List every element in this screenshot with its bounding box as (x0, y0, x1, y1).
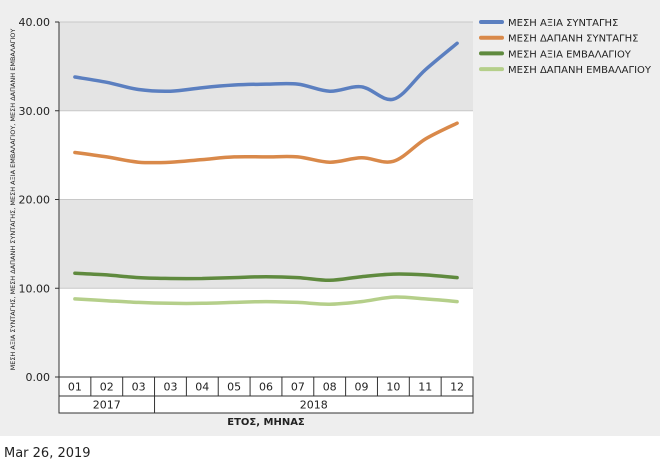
x-tick-label: 09 (355, 381, 369, 394)
plot-band (59, 22, 473, 111)
y-tick-label: 10.00 (19, 282, 51, 295)
x-tick-label: 08 (323, 381, 337, 394)
legend-label: ΜΕΣΗ ΔΑΠΑΝΗ ΕΜΒΑΛΑΓΙΟΥ (508, 65, 652, 76)
x-tick-label: 12 (450, 381, 464, 394)
series-lines (73, 41, 459, 306)
series-line-2 (73, 121, 459, 165)
footer-date: Mar 26, 2019 (4, 446, 91, 461)
x-tick-label: 06 (259, 381, 273, 394)
line-chart: 0.00 10.00 20.00 30.00 40.00 ΜΕΣΗ ΑΞΙΑ ΣΥΝΤΑ… (9, 16, 652, 428)
x-axis-title: ΕΤΟΣ, ΜΗΝΑΣ (227, 417, 305, 428)
x-group-label: 2017 (93, 399, 121, 412)
legend: ΜΕΣΗ ΑΞΙΑ ΣΥΝΤΑΓΗΣ ΜΕΣΗ ΔΑΠΑΝΗ ΣΥΝΤΑΓΗΣ ΜΕ… (479, 18, 652, 76)
y-tick-label: 20.00 (19, 194, 51, 207)
series-line-3 (73, 271, 459, 283)
x-tick-label: 03 (163, 381, 177, 394)
legend-label: ΜΕΣΗ ΔΑΠΑΝΗ ΣΥΝΤΑΓΗΣ (508, 34, 638, 45)
y-tick-label: 0.00 (26, 371, 51, 384)
x-tick-label: 01 (68, 381, 82, 394)
plot-band (59, 110, 473, 200)
series-line-1 (73, 41, 459, 102)
chart-panel: 0.00 10.00 20.00 30.00 40.00 ΜΕΣΗ ΑΞΙΑ ΣΥΝΤΑ… (0, 0, 660, 436)
series-line-4 (73, 295, 459, 306)
x-tick-label: 05 (227, 381, 241, 394)
x-tick-label: 07 (291, 381, 305, 394)
x-tick-label: 02 (100, 381, 114, 394)
y-tick-label: 30.00 (19, 105, 51, 118)
legend-label: ΜΕΣΗ ΑΞΙΑ ΕΜΒΑΛΑΓΙΟΥ (508, 49, 632, 60)
x-tick-label: 03 (132, 381, 146, 394)
x-tick-label: 04 (195, 381, 209, 394)
y-axis-title: ΜΕΣΗ ΑΞΙΑ ΣΥΝΤΑΓΗΣ, ΜΕΣΗ ΔΑΠΑΝΗ ΣΥΝΤΑΓΗΣ… (9, 29, 17, 371)
y-tick-label: 40.00 (19, 16, 51, 29)
legend-label: ΜΕΣΗ ΑΞΙΑ ΣΥΝΤΑΓΗΣ (508, 18, 618, 29)
x-table-frame (58, 376, 474, 414)
x-group-label: 2018 (300, 399, 328, 412)
y-axis: 0.00 10.00 20.00 30.00 40.00 (19, 16, 60, 384)
x-tick-label: 10 (386, 381, 400, 394)
x-axis-table: 01 02 03 03 04 05 06 07 08 09 10 11 12 2017 2018 (58, 376, 474, 414)
x-tick-label: 11 (418, 381, 432, 394)
